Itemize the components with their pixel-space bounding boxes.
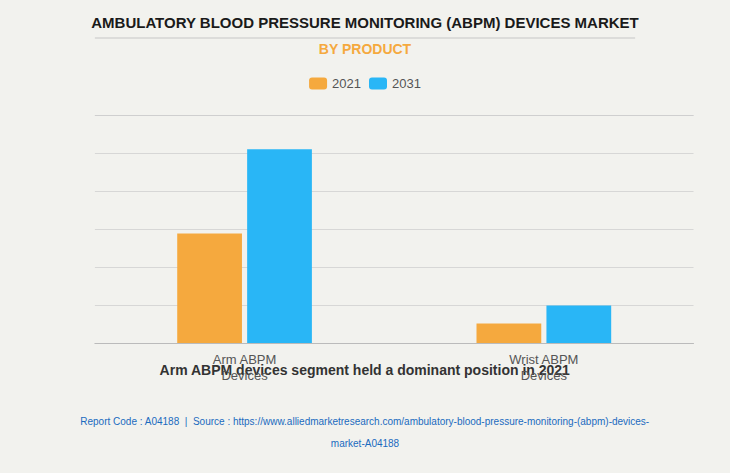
svg-text:Wrist ABPM: Wrist ABPM: [509, 352, 578, 367]
svg-text:Report Code : A04188 | Sourc: Report Code : A04188 | Source : https://…: [80, 416, 649, 427]
svg-text:2021: 2021: [332, 76, 361, 91]
svg-text:AMBULATORY BLOOD PRESSURE MONI: AMBULATORY BLOOD PRESSURE MONITORING (AB…: [91, 14, 639, 31]
svg-text:2031: 2031: [392, 76, 421, 91]
svg-text:Devices: Devices: [221, 368, 268, 383]
svg-text:market-A04188: market-A04188: [331, 438, 400, 449]
svg-text:BY PRODUCT: BY PRODUCT: [319, 41, 412, 57]
svg-text:Devices: Devices: [521, 368, 568, 383]
svg-text:Arm ABPM: Arm ABPM: [213, 352, 277, 367]
